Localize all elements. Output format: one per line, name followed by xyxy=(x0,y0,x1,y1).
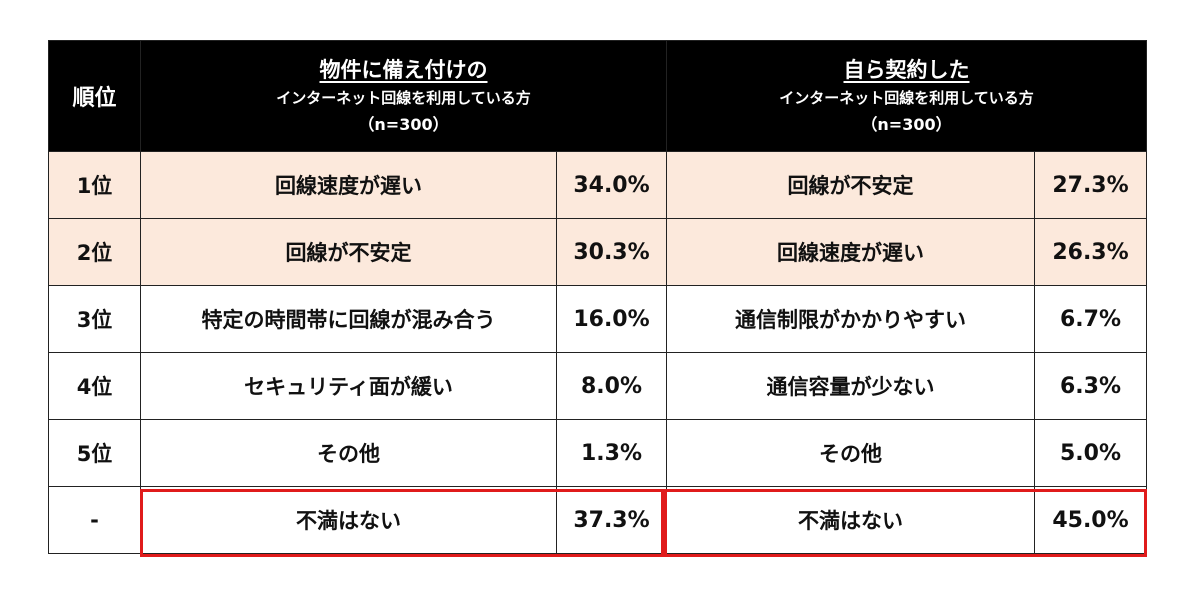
table-row: 3位 特定の時間帯に回線が混み合う 16.0% 通信制限がかかりやすい 6.7% xyxy=(48,285,1147,353)
left-item-cell: 回線が不安定 xyxy=(140,218,557,286)
rank-cell: 4位 xyxy=(48,352,141,420)
right-percent-cell: 27.3% xyxy=(1034,151,1147,219)
right-item-cell: 回線速度が遅い xyxy=(666,218,1035,286)
rank-header: 順位 xyxy=(48,40,141,152)
right-item-cell: 通信制限がかかりやすい xyxy=(666,285,1035,353)
left-percent-cell: 37.3% xyxy=(556,486,667,554)
right-column-subtitle: インターネット回線を利用している方 xyxy=(779,89,1034,108)
right-column-sample-size: （n=300） xyxy=(861,114,952,134)
left-column-subtitle: インターネット回線を利用している方 xyxy=(276,89,531,108)
left-item-cell: 不満はない xyxy=(140,486,557,554)
right-item-cell: 不満はない xyxy=(666,486,1035,554)
left-column-sample-size: （n=300） xyxy=(358,114,449,134)
left-percent-cell: 30.3% xyxy=(556,218,667,286)
table-row: 5位 その他 1.3% その他 5.0% xyxy=(48,419,1147,487)
rank-cell: - xyxy=(48,486,141,554)
left-percent-cell: 8.0% xyxy=(556,352,667,420)
left-item-cell: 特定の時間帯に回線が混み合う xyxy=(140,285,557,353)
left-column-header: 物件に備え付けの インターネット回線を利用している方 （n=300） xyxy=(140,40,667,152)
right-column-header: 自ら契約した インターネット回線を利用している方 （n=300） xyxy=(666,40,1147,152)
rank-cell: 2位 xyxy=(48,218,141,286)
left-column-title: 物件に備え付けの xyxy=(319,57,488,82)
right-column-title: 自ら契約した xyxy=(843,57,970,82)
left-item-cell: その他 xyxy=(140,419,557,487)
right-percent-cell: 6.7% xyxy=(1034,285,1147,353)
header-row: 順位 物件に備え付けの インターネット回線を利用している方 （n=300） 自ら… xyxy=(48,40,1147,152)
left-percent-cell: 16.0% xyxy=(556,285,667,353)
right-item-cell: 通信容量が少ない xyxy=(666,352,1035,420)
rank-cell: 5位 xyxy=(48,419,141,487)
right-item-cell: 回線が不安定 xyxy=(666,151,1035,219)
right-percent-cell: 45.0% xyxy=(1034,486,1147,554)
table-row: - 不満はない 37.3% 不満はない 45.0% xyxy=(48,486,1147,554)
table-row: 1位 回線速度が遅い 34.0% 回線が不安定 27.3% xyxy=(48,151,1147,219)
table-row: 2位 回線が不安定 30.3% 回線速度が遅い 26.3% xyxy=(48,218,1147,286)
rank-cell: 3位 xyxy=(48,285,141,353)
left-percent-cell: 1.3% xyxy=(556,419,667,487)
right-percent-cell: 26.3% xyxy=(1034,218,1147,286)
rank-cell: 1位 xyxy=(48,151,141,219)
right-percent-cell: 5.0% xyxy=(1034,419,1147,487)
right-percent-cell: 6.3% xyxy=(1034,352,1147,420)
table-row: 4位 セキュリティ面が緩い 8.0% 通信容量が少ない 6.3% xyxy=(48,352,1147,420)
left-item-cell: 回線速度が遅い xyxy=(140,151,557,219)
right-item-cell: その他 xyxy=(666,419,1035,487)
ranking-table: 順位 物件に備え付けの インターネット回線を利用している方 （n=300） 自ら… xyxy=(48,40,1147,554)
left-percent-cell: 34.0% xyxy=(556,151,667,219)
left-item-cell: セキュリティ面が緩い xyxy=(140,352,557,420)
